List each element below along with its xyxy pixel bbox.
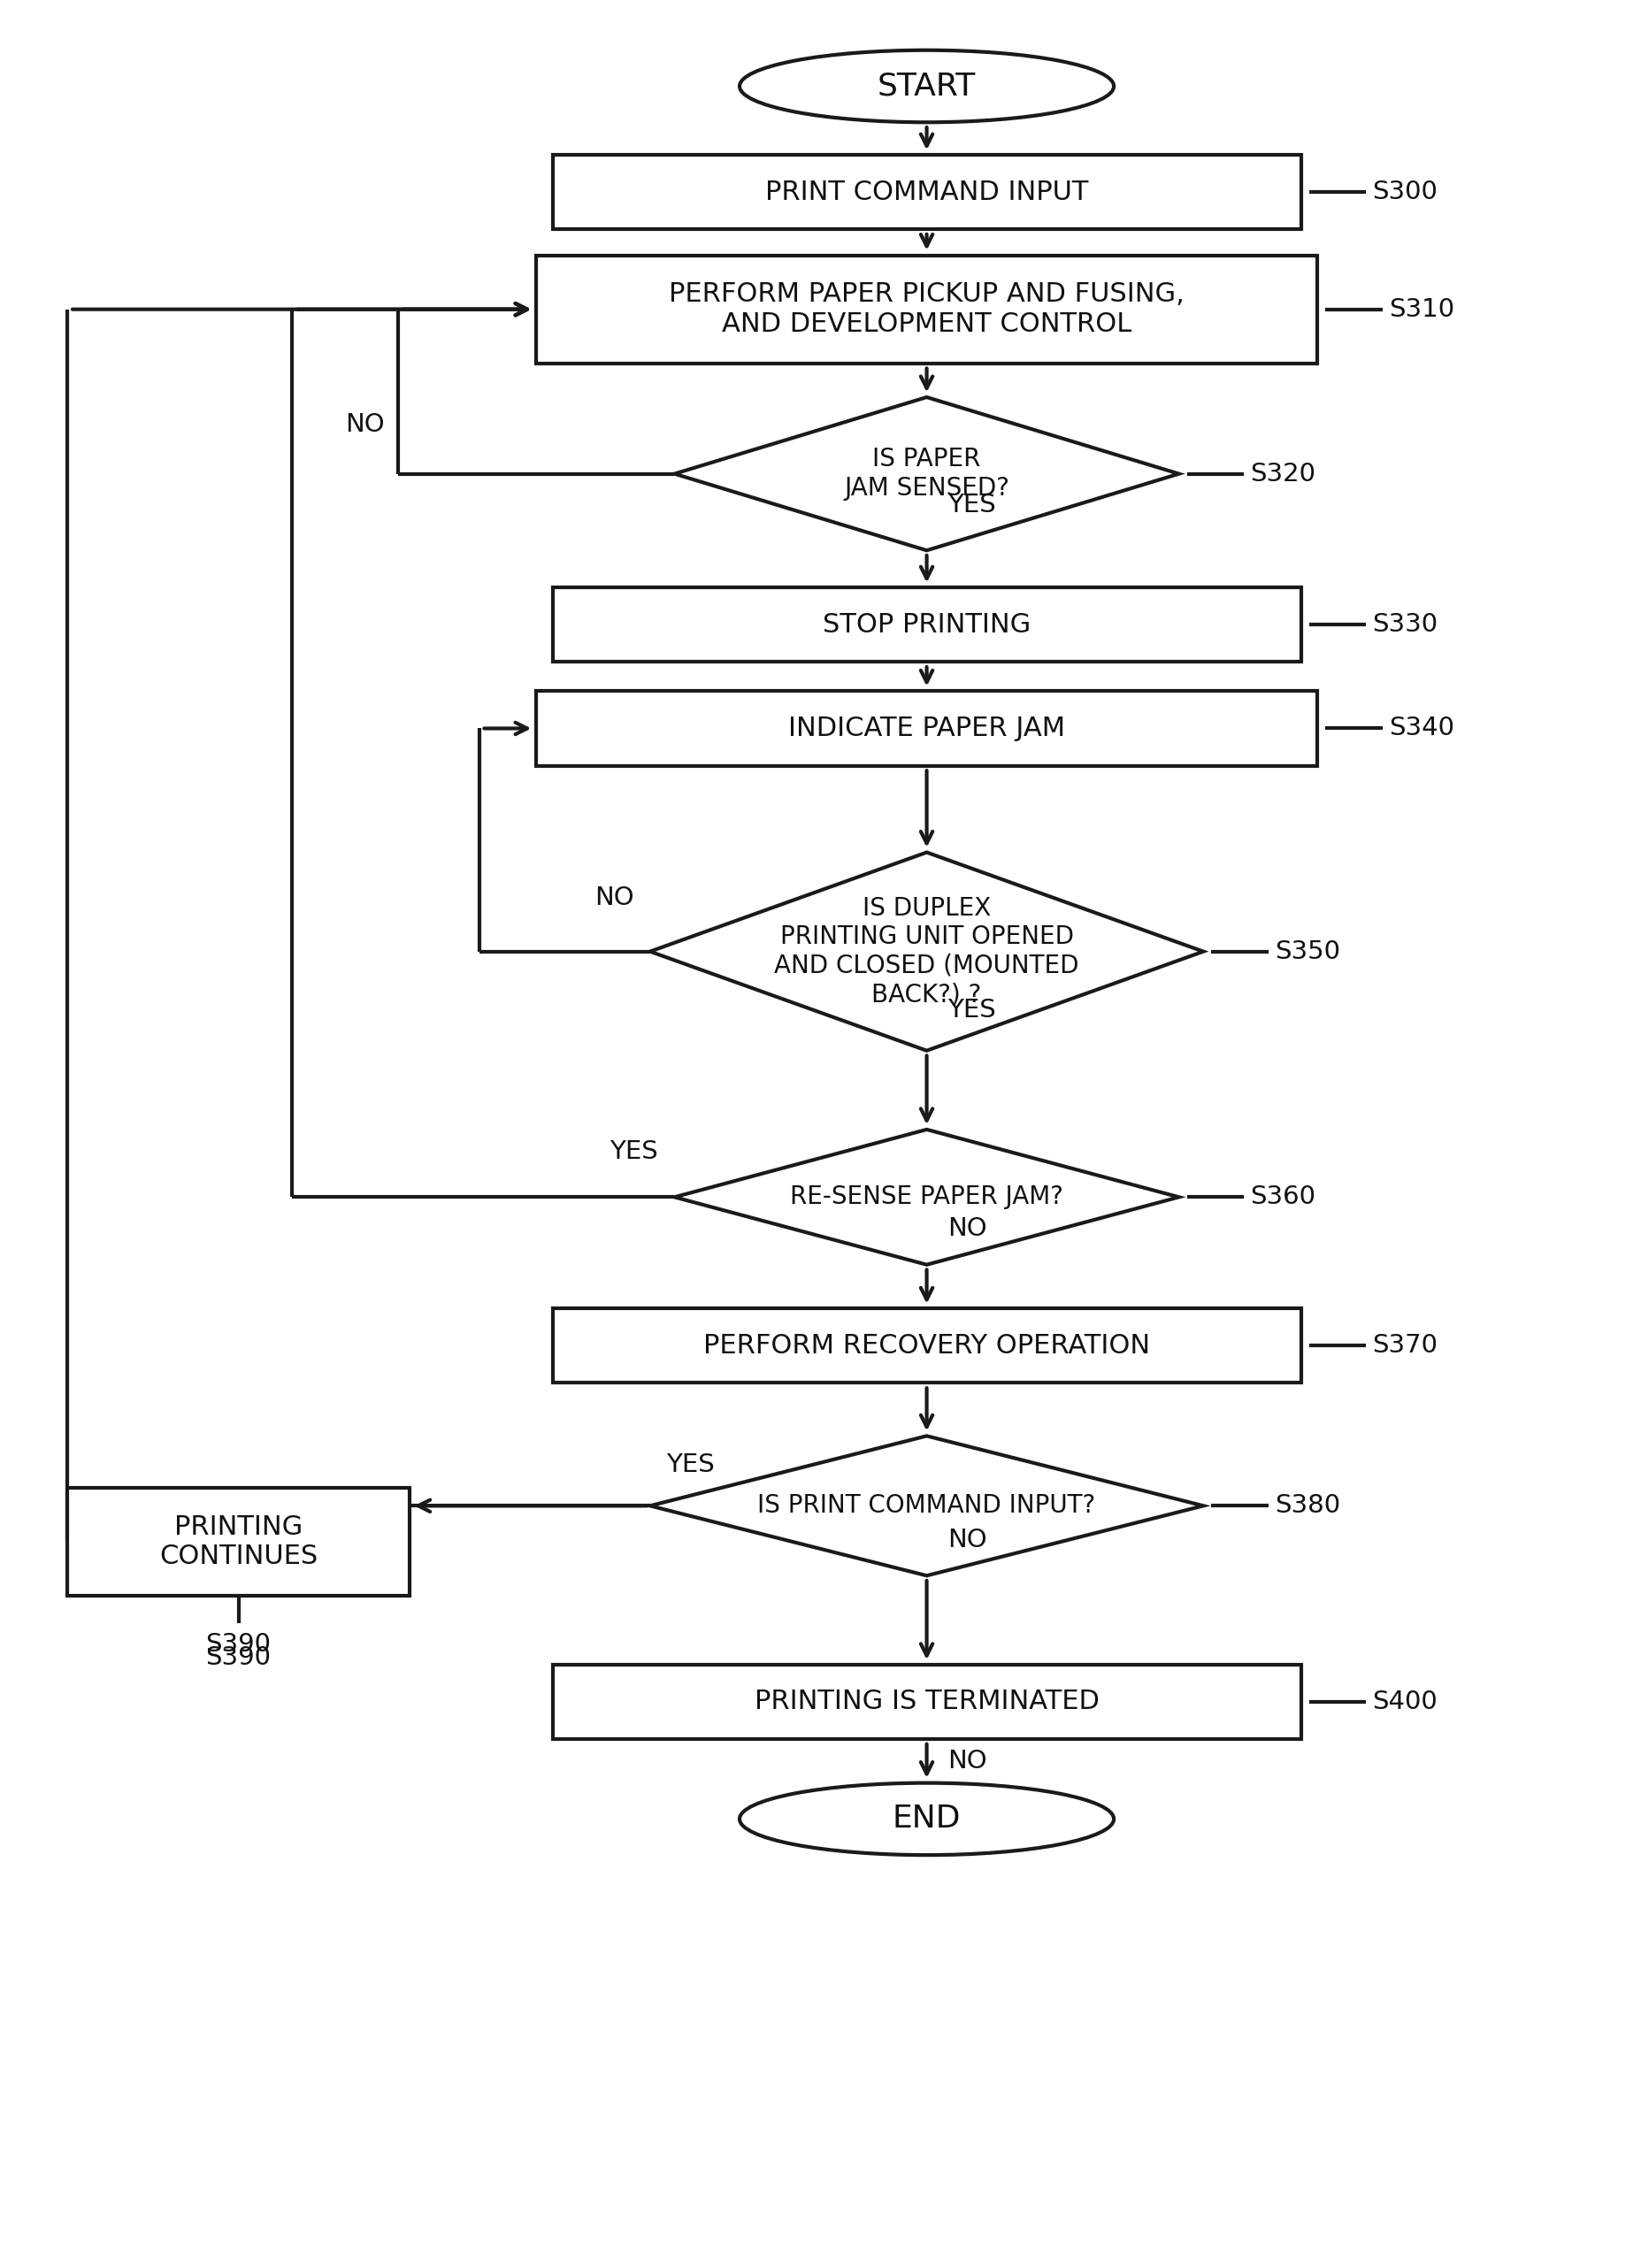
- Text: S370: S370: [1372, 1334, 1438, 1359]
- Text: PERFORM RECOVERY OPERATION: PERFORM RECOVERY OPERATION: [702, 1334, 1149, 1359]
- Text: NO: NO: [345, 413, 384, 438]
- Text: STOP PRINTING: STOP PRINTING: [822, 612, 1031, 637]
- Text: IS PRINT COMMAND INPUT?: IS PRINT COMMAND INPUT?: [757, 1492, 1095, 1517]
- Polygon shape: [674, 1129, 1178, 1266]
- Ellipse shape: [738, 50, 1113, 122]
- Text: S330: S330: [1372, 612, 1438, 637]
- Text: S400: S400: [1372, 1690, 1438, 1715]
- Text: RE-SENSE PAPER JAM?: RE-SENSE PAPER JAM?: [789, 1184, 1063, 1209]
- Text: S380: S380: [1273, 1492, 1339, 1517]
- Text: S390: S390: [205, 1633, 271, 1656]
- Text: IS DUPLEX
PRINTING UNIT OPENED
AND CLOSED (MOUNTED
BACK?) ?: IS DUPLEX PRINTING UNIT OPENED AND CLOSE…: [775, 896, 1078, 1007]
- Text: S300: S300: [1372, 179, 1438, 204]
- Text: IS PAPER
JAM SENSED?: IS PAPER JAM SENSED?: [843, 447, 1009, 501]
- Text: S310: S310: [1388, 297, 1454, 322]
- Text: NO: NO: [594, 885, 633, 909]
- Text: S320: S320: [1250, 460, 1316, 485]
- Text: S340: S340: [1388, 717, 1454, 742]
- Text: PERFORM PAPER PICKUP AND FUSING,
AND DEVELOPMENT CONTROL: PERFORM PAPER PICKUP AND FUSING, AND DEV…: [668, 281, 1183, 338]
- Text: INDICATE PAPER JAM: INDICATE PAPER JAM: [788, 717, 1065, 742]
- Text: START: START: [876, 70, 975, 102]
- FancyBboxPatch shape: [551, 1309, 1300, 1383]
- FancyBboxPatch shape: [67, 1488, 409, 1597]
- Text: PRINT COMMAND INPUT: PRINT COMMAND INPUT: [765, 179, 1088, 204]
- Text: S360: S360: [1250, 1184, 1316, 1209]
- Text: S350: S350: [1273, 939, 1339, 964]
- Ellipse shape: [738, 1783, 1113, 1855]
- Text: PRINTING
CONTINUES: PRINTING CONTINUES: [159, 1515, 318, 1569]
- Text: S390: S390: [205, 1647, 271, 1669]
- Polygon shape: [674, 397, 1178, 551]
- Text: YES: YES: [666, 1454, 714, 1479]
- Text: YES: YES: [947, 998, 996, 1023]
- Text: NO: NO: [947, 1216, 986, 1241]
- Text: PRINTING IS TERMINATED: PRINTING IS TERMINATED: [753, 1690, 1098, 1715]
- FancyBboxPatch shape: [551, 587, 1300, 662]
- Text: END: END: [893, 1803, 960, 1835]
- Polygon shape: [650, 853, 1203, 1050]
- Text: YES: YES: [609, 1139, 658, 1163]
- Text: YES: YES: [947, 492, 996, 517]
- Polygon shape: [650, 1436, 1203, 1576]
- Text: NO: NO: [947, 1749, 986, 1774]
- FancyBboxPatch shape: [551, 154, 1300, 229]
- FancyBboxPatch shape: [537, 692, 1316, 767]
- FancyBboxPatch shape: [537, 256, 1316, 363]
- FancyBboxPatch shape: [551, 1665, 1300, 1740]
- Text: NO: NO: [947, 1526, 986, 1551]
